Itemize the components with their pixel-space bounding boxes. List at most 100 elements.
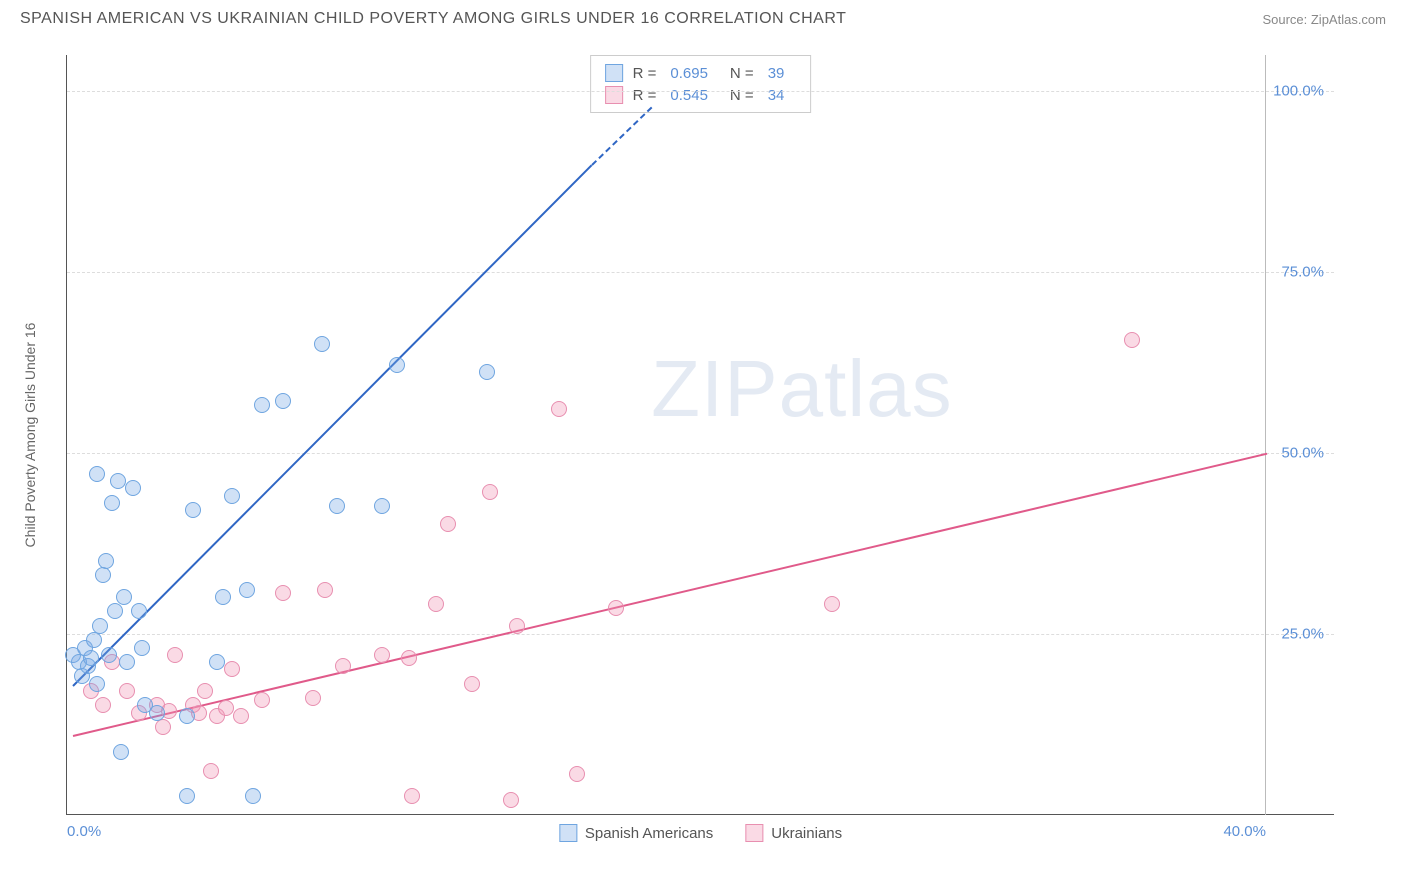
data-point: [389, 357, 405, 373]
data-point: [125, 480, 141, 496]
legend-swatch: [605, 86, 623, 104]
legend-row: R =0.695N =39: [605, 62, 797, 84]
data-point: [113, 744, 129, 760]
data-point: [167, 647, 183, 663]
data-point: [119, 654, 135, 670]
data-point: [254, 692, 270, 708]
x-tick-max: 40.0%: [1223, 823, 1266, 840]
n-label: N =: [730, 65, 754, 82]
data-point: [149, 705, 165, 721]
data-point: [440, 516, 456, 532]
chart-title: SPANISH AMERICAN VS UKRAINIAN CHILD POVE…: [20, 10, 846, 28]
data-point: [275, 585, 291, 601]
data-point: [209, 654, 225, 670]
correlation-legend: R =0.695N =39R =0.545N =34: [590, 55, 812, 113]
n-label: N =: [730, 87, 754, 104]
r-value: 0.545: [670, 87, 708, 104]
chart: Child Poverty Among Girls Under 16 ZIPat…: [48, 55, 1338, 815]
data-point: [824, 596, 840, 612]
legend-item: Spanish Americans: [559, 824, 713, 842]
data-point: [89, 676, 105, 692]
watermark: ZIPatlas: [651, 343, 952, 435]
watermark-bold: ZIP: [651, 344, 778, 433]
data-point: [224, 488, 240, 504]
data-point: [116, 589, 132, 605]
data-point: [428, 596, 444, 612]
y-tick-label: 75.0%: [1281, 264, 1324, 281]
data-point: [98, 553, 114, 569]
data-point: [92, 618, 108, 634]
data-point: [83, 650, 99, 666]
y-tick-label: 50.0%: [1281, 445, 1324, 462]
data-point: [1124, 332, 1140, 348]
series-legend: Spanish Americans Ukrainians: [559, 824, 842, 842]
legend-row: R = 0.545 N = 34: [605, 84, 797, 106]
data-point: [101, 647, 117, 663]
legend-swatch: [745, 824, 763, 842]
data-point: [509, 618, 525, 634]
gridline: [67, 634, 1334, 635]
data-point: [155, 719, 171, 735]
data-point: [464, 676, 480, 692]
y-tick-label: 100.0%: [1273, 83, 1324, 100]
data-point: [254, 397, 270, 413]
legend-item: Ukrainians: [745, 824, 842, 842]
data-point: [569, 766, 585, 782]
data-point: [608, 600, 624, 616]
source-prefix: Source:: [1262, 12, 1310, 27]
data-point: [479, 364, 495, 380]
data-point: [131, 603, 147, 619]
data-point: [179, 788, 195, 804]
y-axis-label: Child Poverty Among Girls Under 16: [22, 323, 38, 548]
data-point: [305, 690, 321, 706]
data-point: [404, 788, 420, 804]
data-point: [134, 640, 150, 656]
data-point: [317, 582, 333, 598]
legend-swatch: [559, 824, 577, 842]
data-point: [185, 502, 201, 518]
data-point: [95, 697, 111, 713]
trend-line-dashed: [591, 106, 652, 165]
data-point: [89, 466, 105, 482]
legend-label: Spanish Americans: [585, 825, 713, 842]
watermark-light: atlas: [779, 344, 953, 433]
data-point: [224, 661, 240, 677]
source-label: Source: ZipAtlas.com: [1262, 12, 1386, 27]
data-point: [401, 650, 417, 666]
data-point: [503, 792, 519, 808]
data-point: [239, 582, 255, 598]
data-point: [119, 683, 135, 699]
n-value: 34: [768, 87, 785, 104]
data-point: [95, 567, 111, 583]
y-tick-label: 25.0%: [1281, 626, 1324, 643]
data-point: [104, 495, 120, 511]
data-point: [233, 708, 249, 724]
trend-line: [72, 164, 592, 687]
r-label: R =: [633, 87, 657, 104]
r-label: R =: [633, 65, 657, 82]
data-point: [215, 589, 231, 605]
data-point: [110, 473, 126, 489]
data-point: [374, 647, 390, 663]
plot-area: ZIPatlas R =0.695N =39R =0.545N =34 0.0%…: [66, 55, 1334, 815]
r-value: 0.695: [670, 65, 708, 82]
data-point: [86, 632, 102, 648]
right-axis-line: [1265, 55, 1266, 815]
data-point: [551, 401, 567, 417]
x-tick-min: 0.0%: [67, 823, 101, 840]
data-point: [179, 708, 195, 724]
data-point: [335, 658, 351, 674]
data-point: [275, 393, 291, 409]
data-point: [203, 763, 219, 779]
data-point: [329, 498, 345, 514]
data-point: [245, 788, 261, 804]
data-point: [314, 336, 330, 352]
data-point: [482, 484, 498, 500]
gridline: [67, 272, 1334, 273]
legend-label: Ukrainians: [771, 825, 842, 842]
data-point: [218, 700, 234, 716]
legend-swatch: [605, 64, 623, 82]
data-point: [107, 603, 123, 619]
data-point: [197, 683, 213, 699]
source-link[interactable]: ZipAtlas.com: [1311, 12, 1386, 27]
